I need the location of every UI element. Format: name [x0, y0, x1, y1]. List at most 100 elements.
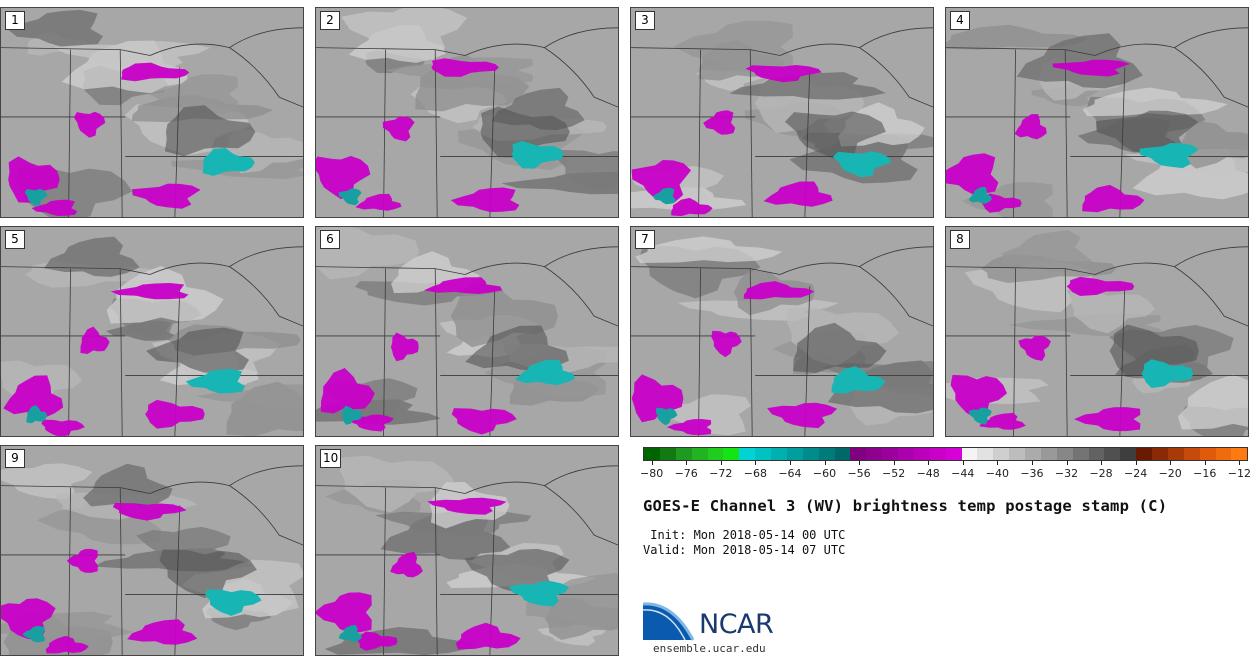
colorbar-tick-label: −32 — [1054, 467, 1079, 480]
map-panel-5: 5 — [0, 226, 304, 437]
colorbar-swatch — [1231, 448, 1248, 460]
panel-number: 7 — [635, 230, 655, 249]
map-panel-2: 2 — [315, 7, 619, 218]
map-panel-10: 10 — [315, 445, 619, 656]
colorbar-swatch — [755, 448, 771, 460]
colorbar-swatch — [723, 448, 740, 460]
colorbar-tick — [1135, 461, 1137, 465]
colorbar-tick-label: −80 — [640, 467, 664, 480]
panel-number: 2 — [320, 11, 340, 30]
colorbar-tick-label: −36 — [1020, 467, 1044, 480]
colorbar-tick — [962, 461, 964, 465]
colorbar-tick — [893, 461, 895, 465]
colorbar-swatch — [1040, 448, 1057, 460]
colorbar — [643, 447, 1248, 461]
satellite-map — [1, 446, 303, 655]
map-panel-6: 6 — [315, 226, 619, 437]
panel-number: 10 — [320, 449, 342, 468]
satellite-map — [631, 8, 933, 217]
satellite-map — [946, 227, 1248, 436]
logo-text: NCAR — [699, 609, 774, 640]
colorbar-swatch — [945, 448, 962, 460]
satellite-map — [631, 227, 933, 436]
colorbar-swatch — [786, 448, 803, 460]
colorbar-swatch — [802, 448, 819, 460]
colorbar-tick-label: −72 — [709, 467, 733, 480]
colorbar-swatch — [659, 448, 676, 460]
colorbar-tick-label: −56 — [847, 467, 871, 480]
colorbar-tick — [1204, 461, 1206, 465]
colorbar-swatch — [691, 448, 708, 460]
colorbar-swatch — [1072, 448, 1089, 460]
colorbar-swatch — [1120, 448, 1137, 460]
colorbar-tick-label: −48 — [916, 467, 940, 480]
colorbar-swatch — [1088, 448, 1105, 460]
colorbar-swatch — [882, 448, 898, 460]
colorbar-swatch — [993, 448, 1010, 460]
colorbar-swatch — [675, 448, 692, 460]
colorbar-swatch — [1199, 448, 1216, 460]
satellite-map — [316, 446, 618, 655]
valid-time: Valid: Mon 2018-05-14 07 UTC — [643, 543, 846, 557]
colorbar-swatch — [1104, 448, 1121, 460]
panel-number: 8 — [950, 230, 970, 249]
colorbar-tick-label: −76 — [674, 467, 698, 480]
panel-number: 5 — [5, 230, 25, 249]
colorbar-swatch — [1056, 448, 1073, 460]
colorbar-tick — [1031, 461, 1033, 465]
satellite-map — [1, 8, 303, 217]
colorbar-tick — [720, 461, 722, 465]
colorbar-swatch — [961, 448, 978, 460]
satellite-map — [316, 227, 618, 436]
panel-number: 1 — [5, 11, 25, 30]
colorbar-tick — [651, 461, 653, 465]
map-panel-4: 4 — [945, 7, 1249, 218]
colorbar-tick-label: −12 — [1227, 467, 1251, 480]
colorbar-tick-label: −44 — [951, 467, 975, 480]
colorbar-tick — [789, 461, 791, 465]
colorbar-tick — [1066, 461, 1068, 465]
figure-title: GOES-E Channel 3 (WV) brightness temp po… — [643, 497, 1168, 515]
colorbar-swatch — [834, 448, 851, 460]
panel-number: 3 — [635, 11, 655, 30]
colorbar-swatch — [1136, 448, 1152, 460]
colorbar-swatch — [771, 448, 787, 460]
map-panel-1: 1 — [0, 7, 304, 218]
satellite-map — [1, 227, 303, 436]
colorbar-swatch — [1025, 448, 1041, 460]
colorbar-swatch — [929, 448, 946, 460]
satellite-map — [316, 8, 618, 217]
ncar-logo-icon — [643, 602, 695, 641]
colorbar-swatch — [1183, 448, 1200, 460]
colorbar-tick — [997, 461, 999, 465]
colorbar-swatch — [1152, 448, 1168, 460]
colorbar-swatch — [707, 448, 724, 460]
init-time: Init: Mon 2018-05-14 00 UTC — [643, 528, 846, 542]
map-panel-8: 8 — [945, 226, 1249, 437]
satellite-map — [946, 8, 1248, 217]
logo-url: ensemble.ucar.edu — [653, 642, 766, 655]
colorbar-tick-label: −64 — [778, 467, 802, 480]
panel-number: 6 — [320, 230, 340, 249]
colorbar-swatch — [898, 448, 914, 460]
colorbar-tick — [928, 461, 930, 465]
colorbar-swatch — [913, 448, 930, 460]
colorbar-tick-label: −28 — [1089, 467, 1113, 480]
colorbar-tick-label: −68 — [743, 467, 767, 480]
colorbar-swatch — [644, 448, 660, 460]
colorbar-ticks: −80 −76 −72 −68 −64 −60 −56 −52 −48 −44 −40 −36 −32−… — [640, 461, 1251, 491]
colorbar-tick-label: −24 — [1124, 467, 1148, 480]
colorbar-swatch — [850, 448, 867, 460]
colorbar-tick-label: −16 — [1193, 467, 1217, 480]
colorbar-tick-label: −52 — [882, 467, 906, 480]
colorbar-tick — [755, 461, 757, 465]
colorbar-tick — [859, 461, 861, 465]
colorbar-swatch — [1167, 448, 1184, 460]
colorbar-tick-label: −60 — [812, 467, 837, 480]
colorbar-swatch — [977, 448, 994, 460]
colorbar-tick — [1239, 461, 1241, 465]
panel-number: 4 — [950, 11, 970, 30]
colorbar-swatch — [1009, 448, 1025, 460]
colorbar-tick — [1101, 461, 1103, 465]
map-panel-3: 3 — [630, 7, 934, 218]
